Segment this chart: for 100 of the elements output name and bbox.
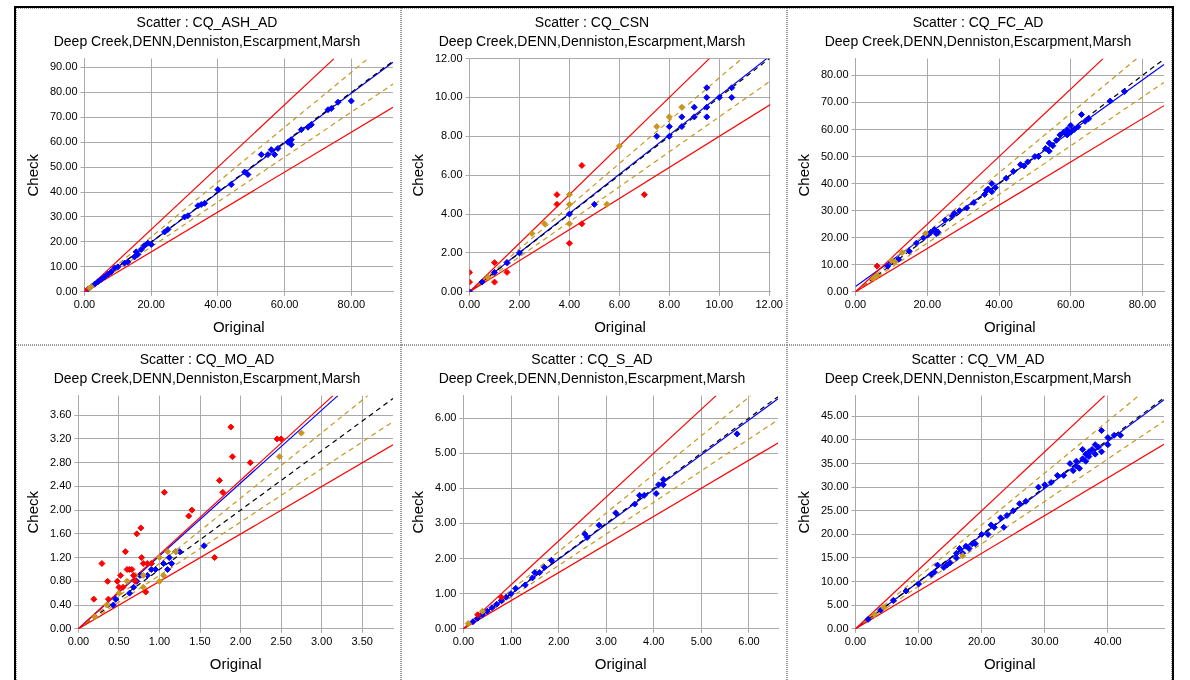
y-tick-label: 90.00 bbox=[50, 60, 78, 73]
y-tick-label: 2.40 bbox=[49, 479, 72, 492]
x-tick-label: 3.50 bbox=[351, 635, 373, 648]
chart-subtitle: Deep Creek,DENN,Denniston,Escarpment,Marsh bbox=[53, 370, 361, 387]
chart-title: Scatter : CQ_FC_AD bbox=[912, 14, 1044, 31]
x-tick-label: 1.50 bbox=[189, 635, 211, 648]
y-tick-label: 5.00 bbox=[826, 598, 849, 611]
x-axis-title: Original bbox=[983, 655, 1036, 673]
x-tick-label: 2.00 bbox=[548, 635, 570, 648]
y-tick-label: 30.00 bbox=[820, 203, 849, 216]
chart-title: Scatter : CQ_MO_AD bbox=[139, 351, 275, 368]
y-tick-label: 0.00 bbox=[435, 621, 457, 634]
y-tick-label: 80.00 bbox=[820, 68, 849, 81]
chart-title: Scatter : CQ_S_AD bbox=[531, 351, 654, 368]
y-tick-label: 10.00 bbox=[820, 257, 849, 270]
chart-subtitle: Deep Creek,DENN,Denniston,Escarpment,Marsh bbox=[53, 33, 361, 50]
y-tick-label: 10.00 bbox=[50, 259, 78, 272]
y-axis-title: Check bbox=[794, 490, 812, 534]
x-tick-label: 1.00 bbox=[148, 635, 171, 648]
y-tick-label: 1.20 bbox=[49, 550, 72, 563]
y-tick-label: 0.80 bbox=[49, 574, 72, 587]
x-tick-label: 30.00 bbox=[1030, 635, 1059, 648]
y-axis-title: Check bbox=[794, 153, 812, 197]
chart-title: Scatter : CQ_VM_AD bbox=[911, 351, 1045, 368]
y-tick-label: 1.00 bbox=[435, 586, 457, 599]
x-axis-title: Original bbox=[212, 318, 265, 336]
x-tick-label: 80.00 bbox=[1128, 298, 1156, 311]
y-tick-label: 2.00 bbox=[441, 245, 463, 258]
x-tick-label: 0.50 bbox=[108, 635, 130, 648]
x-tick-label: 0.00 bbox=[459, 298, 481, 311]
y-tick-label: 50.00 bbox=[50, 160, 78, 173]
x-tick-label: 2.00 bbox=[229, 635, 252, 648]
x-tick-label: 60.00 bbox=[270, 298, 299, 311]
chart-subtitle: Deep Creek,DENN,Denniston,Escarpment,Marsh bbox=[439, 33, 746, 50]
x-tick-label: 0.00 bbox=[453, 635, 475, 648]
x-tick-label: 2.00 bbox=[509, 298, 531, 311]
y-tick-label: 0.00 bbox=[826, 284, 849, 297]
x-tick-label: 0.00 bbox=[67, 635, 90, 648]
x-axis-title: Original bbox=[209, 655, 262, 673]
y-tick-label: 0.00 bbox=[826, 621, 849, 634]
x-tick-label: 10.00 bbox=[705, 298, 734, 311]
y-tick-label: 60.00 bbox=[820, 122, 849, 135]
y-tick-label: 15.00 bbox=[820, 551, 849, 564]
y-tick-label: 20.00 bbox=[50, 234, 78, 247]
y-tick-label: 3.00 bbox=[435, 516, 457, 529]
x-tick-label: 3.00 bbox=[310, 635, 333, 648]
y-tick-label: 60.00 bbox=[50, 135, 78, 148]
y-tick-label: 20.00 bbox=[820, 527, 849, 540]
x-tick-label: 40.00 bbox=[984, 298, 1013, 311]
y-tick-label: 4.00 bbox=[441, 207, 463, 220]
chart-subtitle: Deep Creek,DENN,Denniston,Escarpment,Marsh bbox=[824, 33, 1131, 50]
y-tick-label: 40.00 bbox=[820, 176, 849, 189]
y-tick-label: 45.00 bbox=[820, 409, 849, 422]
y-axis-title: Check bbox=[24, 153, 42, 197]
y-tick-label: 0.00 bbox=[49, 621, 72, 634]
y-tick-label: 0.00 bbox=[56, 284, 78, 297]
y-tick-label: 20.00 bbox=[820, 230, 849, 243]
y-tick-label: 10.00 bbox=[820, 574, 849, 587]
y-tick-label: 70.00 bbox=[50, 110, 78, 123]
x-tick-label: 60.00 bbox=[1056, 298, 1085, 311]
y-tick-label: 2.80 bbox=[49, 455, 72, 468]
y-axis-title: Check bbox=[409, 490, 427, 534]
y-tick-label: 5.00 bbox=[435, 446, 457, 459]
y-tick-label: 80.00 bbox=[50, 85, 78, 98]
y-tick-label: 0.00 bbox=[441, 284, 463, 297]
y-tick-label: 70.00 bbox=[820, 95, 849, 108]
x-tick-label: 8.00 bbox=[658, 298, 681, 311]
x-tick-label: 2.50 bbox=[270, 635, 292, 648]
y-axis-title: Check bbox=[409, 153, 427, 197]
y-tick-label: 3.20 bbox=[49, 431, 72, 444]
y-tick-label: 4.00 bbox=[435, 481, 457, 494]
y-tick-label: 2.00 bbox=[435, 551, 457, 564]
y-tick-label: 25.00 bbox=[820, 503, 849, 516]
x-axis-title: Original bbox=[983, 318, 1036, 336]
x-axis-title: Original bbox=[594, 318, 647, 336]
y-tick-label: 50.00 bbox=[820, 149, 849, 162]
y-tick-label: 1.60 bbox=[49, 526, 72, 539]
x-tick-label: 6.00 bbox=[608, 298, 631, 311]
x-tick-label: 1.00 bbox=[500, 635, 523, 648]
y-tick-label: 30.00 bbox=[50, 210, 78, 223]
x-tick-label: 6.00 bbox=[738, 635, 761, 648]
y-tick-label: 40.00 bbox=[50, 185, 78, 198]
x-tick-label: 3.00 bbox=[595, 635, 618, 648]
x-tick-label: 12.00 bbox=[755, 298, 784, 311]
y-tick-label: 10.00 bbox=[435, 90, 463, 103]
chart-subtitle: Deep Creek,DENN,Denniston,Escarpment,Marsh bbox=[439, 370, 746, 387]
y-tick-label: 30.00 bbox=[820, 480, 849, 493]
x-tick-label: 0.00 bbox=[73, 298, 96, 311]
x-tick-label: 0.00 bbox=[844, 635, 866, 648]
x-tick-label: 80.00 bbox=[337, 298, 366, 311]
x-tick-label: 5.00 bbox=[690, 635, 713, 648]
y-tick-label: 6.00 bbox=[435, 411, 457, 424]
y-tick-label: 3.60 bbox=[49, 408, 72, 421]
x-tick-label: 20.00 bbox=[137, 298, 165, 311]
x-tick-label: 10.00 bbox=[904, 635, 933, 648]
x-tick-label: 4.00 bbox=[559, 298, 581, 311]
x-tick-label: 0.00 bbox=[844, 298, 866, 311]
y-tick-label: 12.00 bbox=[435, 51, 463, 64]
y-tick-label: 8.00 bbox=[441, 129, 463, 142]
chart-subtitle: Deep Creek,DENN,Denniston,Escarpment,Marsh bbox=[824, 370, 1131, 387]
